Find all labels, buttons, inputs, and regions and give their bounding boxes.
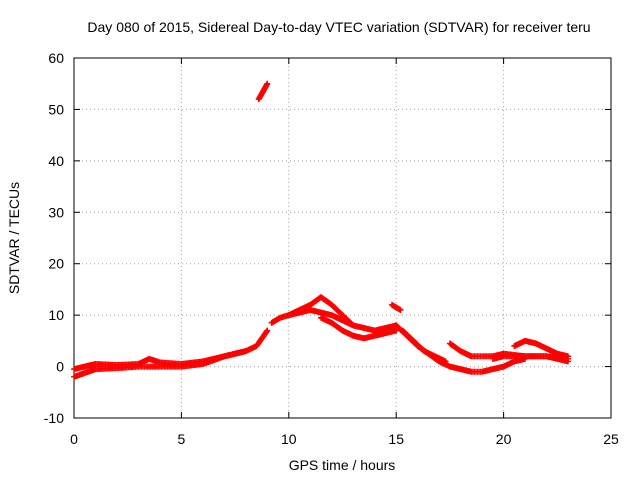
series-track-h xyxy=(511,337,572,360)
series-track-c xyxy=(285,294,357,329)
y-tick-label: 10 xyxy=(48,307,64,323)
y-tick-label: -10 xyxy=(44,410,64,426)
series-spike xyxy=(255,80,271,103)
x-tick-label: 15 xyxy=(388,431,404,447)
y-tick-label: 50 xyxy=(48,101,64,117)
data-point xyxy=(264,80,271,87)
x-tick-label: 0 xyxy=(70,431,78,447)
data-point xyxy=(242,348,249,355)
data-point xyxy=(565,358,572,365)
y-tick-label: 40 xyxy=(48,153,64,169)
series-track-i xyxy=(489,353,572,365)
series-track-f xyxy=(399,327,449,365)
y-tick-label: 0 xyxy=(56,359,64,375)
plot-frame xyxy=(73,57,612,419)
x-tick-label: 10 xyxy=(281,431,297,447)
series-track-a-upper xyxy=(71,348,249,373)
series-track-b xyxy=(268,307,400,334)
y-axis-label: SDTVAR / TECUs xyxy=(6,182,22,294)
data-point xyxy=(565,353,572,360)
y-tick-label: 20 xyxy=(48,256,64,272)
x-axis-label: GPS time / hours xyxy=(289,457,396,473)
data-point xyxy=(397,307,404,313)
series-track-d xyxy=(318,314,400,342)
x-tick-label: 25 xyxy=(603,431,619,447)
chart-title: Day 080 of 2015, Sidereal Day-to-day VTE… xyxy=(87,19,590,35)
data-point xyxy=(350,322,357,329)
data-point xyxy=(442,358,449,365)
y-tick-label: 30 xyxy=(48,204,64,220)
y-axis-ticks: -10 0 10 20 30 40 50 60 xyxy=(44,50,611,426)
y-tick-label: 60 xyxy=(48,50,64,66)
x-tick-label: 20 xyxy=(496,431,512,447)
data-point xyxy=(349,321,356,328)
data-points xyxy=(71,80,572,380)
data-point xyxy=(264,327,271,334)
series-short-seg xyxy=(388,301,404,313)
x-axis-ticks: 0 5 10 15 20 25 xyxy=(70,58,619,447)
grid xyxy=(74,58,611,418)
x-tick-label: 5 xyxy=(178,431,186,447)
